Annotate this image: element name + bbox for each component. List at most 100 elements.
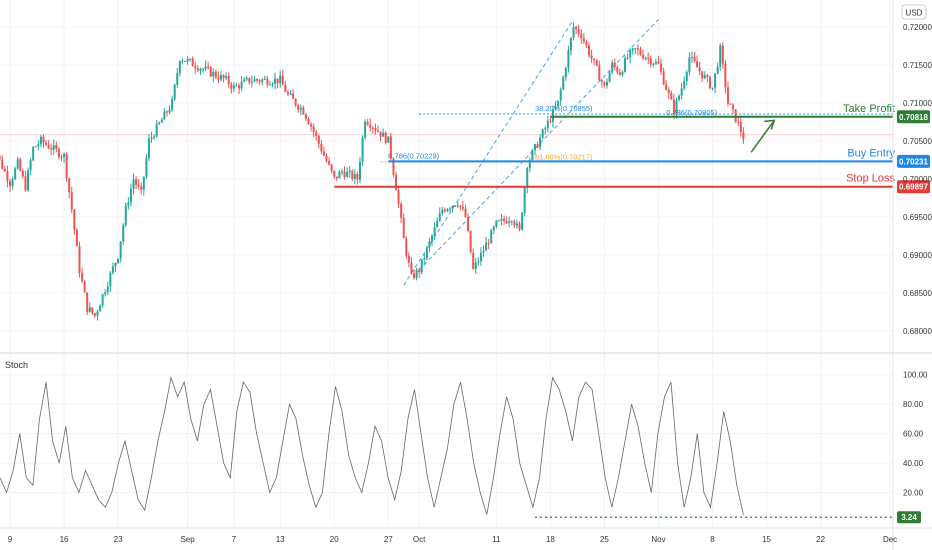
- candle-body: [60, 157, 63, 159]
- candle-body: [490, 230, 493, 244]
- price-tick-label: 0.69000: [903, 251, 932, 260]
- candle-body: [204, 66, 207, 69]
- stoch-axis: 100.00 80.00 60.00 40.00 20.00: [903, 371, 928, 498]
- candle-body: [45, 142, 48, 145]
- candle-body: [575, 26, 578, 29]
- candle-body: [19, 159, 22, 171]
- candlestick-series[interactable]: [0, 22, 745, 321]
- candle-body: [88, 307, 91, 312]
- stoch-title[interactable]: Stoch: [5, 360, 28, 370]
- candle-body: [47, 144, 50, 149]
- candle-body: [274, 78, 277, 84]
- price-tick-label: 0.70000: [903, 175, 932, 184]
- candle-body: [379, 131, 382, 137]
- candle-body: [243, 79, 246, 82]
- candle-body: [598, 65, 601, 81]
- candle-body: [328, 161, 331, 165]
- time-tick-label: 11: [492, 535, 501, 544]
- candle-body: [539, 137, 542, 148]
- candle-body: [310, 124, 313, 127]
- candle-body: [253, 79, 256, 82]
- candle-body: [449, 208, 452, 210]
- candle-body: [101, 294, 104, 306]
- candle-body: [562, 76, 565, 90]
- candle-body: [580, 33, 583, 39]
- candle-body: [616, 67, 619, 73]
- candle-body: [678, 95, 681, 100]
- candle-body: [129, 189, 132, 203]
- candle-body: [140, 186, 143, 190]
- candle-body: [593, 58, 596, 61]
- candle-body: [307, 118, 310, 125]
- trade-levels[interactable]: Take Profit 0.70818 Buy Entry 0.70231 Stop L…: [334, 103, 930, 194]
- candle-body: [57, 148, 60, 158]
- candle-body: [75, 229, 78, 247]
- candle-body: [515, 223, 518, 226]
- candle-body: [549, 120, 552, 122]
- candle-body: [132, 179, 135, 190]
- candle-body: [675, 99, 678, 115]
- candle-body: [225, 75, 228, 79]
- candle-body: [268, 84, 271, 86]
- candle-body: [621, 71, 624, 75]
- candle-body: [83, 281, 86, 293]
- candle-body: [29, 160, 32, 171]
- level-price-badge: [897, 110, 930, 124]
- time-tick-label: Sep: [180, 535, 195, 544]
- candle-body: [271, 83, 274, 85]
- price-tick-label: 0.69500: [903, 213, 932, 222]
- candle-body: [322, 151, 325, 156]
- candle-body: [606, 82, 609, 86]
- candle-body: [217, 77, 220, 80]
- candle-body: [724, 63, 727, 88]
- candle-body: [649, 58, 652, 65]
- candle-body: [279, 75, 282, 84]
- candle-body: [240, 81, 243, 89]
- time-tick-label: Dec: [883, 535, 897, 544]
- candle-body: [199, 68, 202, 71]
- candle-body: [183, 60, 186, 62]
- candle-body: [27, 170, 30, 191]
- candle-body: [374, 128, 377, 131]
- candle-body: [446, 209, 449, 212]
- candle-body: [734, 109, 737, 122]
- candle-body: [256, 79, 259, 81]
- candle-body: [503, 218, 506, 221]
- currency-badge[interactable]: [901, 4, 927, 20]
- candle-body: [662, 71, 665, 85]
- candle-body: [338, 171, 341, 179]
- candle-body: [320, 143, 323, 152]
- candle-body: [122, 225, 125, 242]
- candle-body: [508, 221, 511, 224]
- candle-body: [608, 72, 611, 83]
- candle-body: [433, 227, 436, 236]
- candle-body: [459, 205, 462, 207]
- time-tick-label: 9: [8, 535, 13, 544]
- target-arrow-head: [764, 119, 776, 130]
- stochastic-oscillator[interactable]: 3.24: [0, 376, 921, 524]
- fib-swing-line: [418, 19, 659, 271]
- candle-body: [657, 61, 660, 64]
- candle-body: [163, 111, 166, 120]
- candle-body: [670, 93, 673, 100]
- candle-body: [526, 168, 529, 188]
- time-tick-label: 8: [710, 535, 715, 544]
- candle-body: [227, 75, 230, 85]
- candle-body: [196, 68, 199, 71]
- fib-label: 61.80%(0.70217): [535, 152, 593, 161]
- candle-body: [485, 242, 488, 251]
- candle-body: [194, 66, 197, 69]
- candle-body: [346, 172, 349, 177]
- candle-body: [376, 130, 379, 132]
- time-tick-label: 25: [600, 535, 609, 544]
- time-tick-label: 20: [330, 535, 339, 544]
- candle-body: [232, 85, 235, 89]
- candle-body: [495, 220, 498, 227]
- candle-body: [150, 137, 153, 139]
- candle-body: [0, 156, 1, 160]
- candle-body: [361, 137, 364, 162]
- candle-body: [142, 176, 145, 190]
- candle-body: [73, 209, 76, 230]
- candle-body: [551, 109, 554, 122]
- candle-body: [158, 122, 161, 124]
